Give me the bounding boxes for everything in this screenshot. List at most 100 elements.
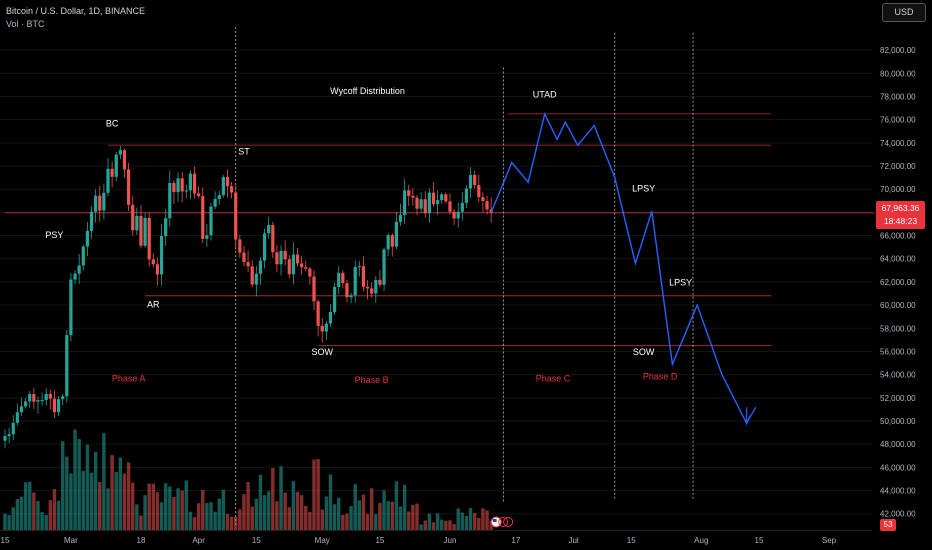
candle-body [246, 262, 250, 267]
volume-bar [209, 502, 213, 530]
volume-bar [151, 483, 156, 530]
volume-bar [192, 517, 197, 530]
price-tick-label: 44,000.00 [880, 487, 916, 496]
candle-body [448, 201, 452, 212]
candle-body [135, 215, 139, 231]
candle-body [151, 259, 155, 265]
volume-bar [254, 498, 259, 530]
volume-bar [332, 504, 337, 530]
projection-path [490, 111, 757, 426]
candle-body [316, 301, 320, 326]
volume-bar [320, 509, 324, 530]
candle-body [147, 217, 151, 260]
price-tick-label: 46,000.00 [880, 463, 916, 472]
volume-bar [56, 500, 61, 530]
volume-bar [28, 481, 32, 530]
volume-bar [221, 489, 226, 530]
candle-body [378, 279, 382, 285]
candle-body [32, 394, 36, 402]
candle-body [456, 211, 460, 219]
candle-body [69, 279, 73, 336]
time-tick-label: Jun [444, 536, 457, 545]
flag-ring [503, 517, 514, 527]
volume-bar [398, 506, 403, 530]
candle-body [52, 398, 57, 413]
volume-bar [279, 466, 283, 530]
candle-body [345, 283, 349, 298]
volume-bar [201, 489, 205, 530]
volume-bar [390, 501, 394, 530]
volume-bar [489, 521, 493, 530]
chart-title: Wycoff Distribution [330, 86, 405, 96]
price-tick-label: 80,000.00 [880, 69, 916, 78]
volume-bar [382, 490, 386, 530]
volume-bar [131, 482, 135, 530]
volume-bar [485, 510, 489, 530]
volume-bar [155, 492, 160, 530]
volume-bar [378, 502, 382, 530]
volume-bar [308, 512, 312, 530]
volume-bar [464, 515, 469, 530]
volume-bar [65, 456, 69, 530]
volume-bar [73, 429, 77, 530]
candle-body [28, 394, 32, 402]
volume-bar [287, 507, 291, 530]
phase-label: Phase D [643, 371, 678, 381]
candle-body [201, 195, 205, 239]
volume-bar [225, 514, 230, 530]
time-tick-label: Aug [694, 536, 708, 545]
candle-body [382, 249, 386, 285]
candle-body [48, 393, 52, 399]
candle-body [19, 406, 24, 413]
volume-bar [135, 504, 139, 530]
volume-bar [122, 473, 127, 530]
candle-body [15, 412, 19, 423]
currency-button[interactable]: USD [882, 3, 926, 22]
volume-bar [40, 512, 44, 530]
volume-bar [44, 514, 48, 530]
price-tick-label: 72,000.00 [880, 162, 916, 171]
time-tick-label: 15 [375, 536, 384, 545]
candle-body [419, 199, 423, 209]
candle-body [197, 193, 201, 196]
volume-bar [435, 513, 440, 530]
candle-body [213, 198, 217, 207]
candle-body [44, 393, 48, 401]
volume-bar [481, 508, 485, 530]
candle-body [440, 194, 444, 201]
volume-bar [295, 491, 300, 530]
price-tick-label: 54,000.00 [880, 371, 916, 380]
time-tick-label: 18 [137, 536, 146, 545]
candle-body [262, 233, 267, 261]
candle-body [324, 323, 328, 332]
price-tick-label: 70,000.00 [880, 185, 916, 194]
candle-body [94, 195, 98, 212]
candle-body [464, 188, 469, 203]
event-label: LPSY [632, 184, 655, 194]
volume-legend[interactable]: Vol · BTC [6, 19, 45, 29]
candle-body [304, 267, 308, 269]
candle-body [357, 266, 361, 268]
event-label: LPSY [669, 277, 692, 287]
volume-bar [3, 513, 7, 530]
volume-bar [477, 517, 481, 530]
symbol-title[interactable]: Bitcoin / U.S. Dollar, 1D, BINANCE [6, 6, 146, 16]
time-tick-label: May [315, 536, 330, 545]
candle-body [89, 211, 94, 231]
candle-body [7, 434, 11, 437]
volume-bar [275, 501, 279, 530]
candle-body [143, 217, 147, 246]
volume-bar [229, 516, 234, 530]
volume-bar [168, 486, 172, 530]
candle-body [361, 266, 366, 287]
price-tick-label: 74,000.00 [880, 139, 916, 148]
volume-bar [468, 508, 473, 530]
candle-body [353, 267, 357, 296]
volume-bar [106, 488, 110, 530]
candles [3, 145, 493, 449]
time-tick-label: Sep [822, 536, 837, 545]
candle-body [98, 195, 102, 211]
candle-body [192, 173, 197, 194]
candle-body [106, 168, 110, 193]
